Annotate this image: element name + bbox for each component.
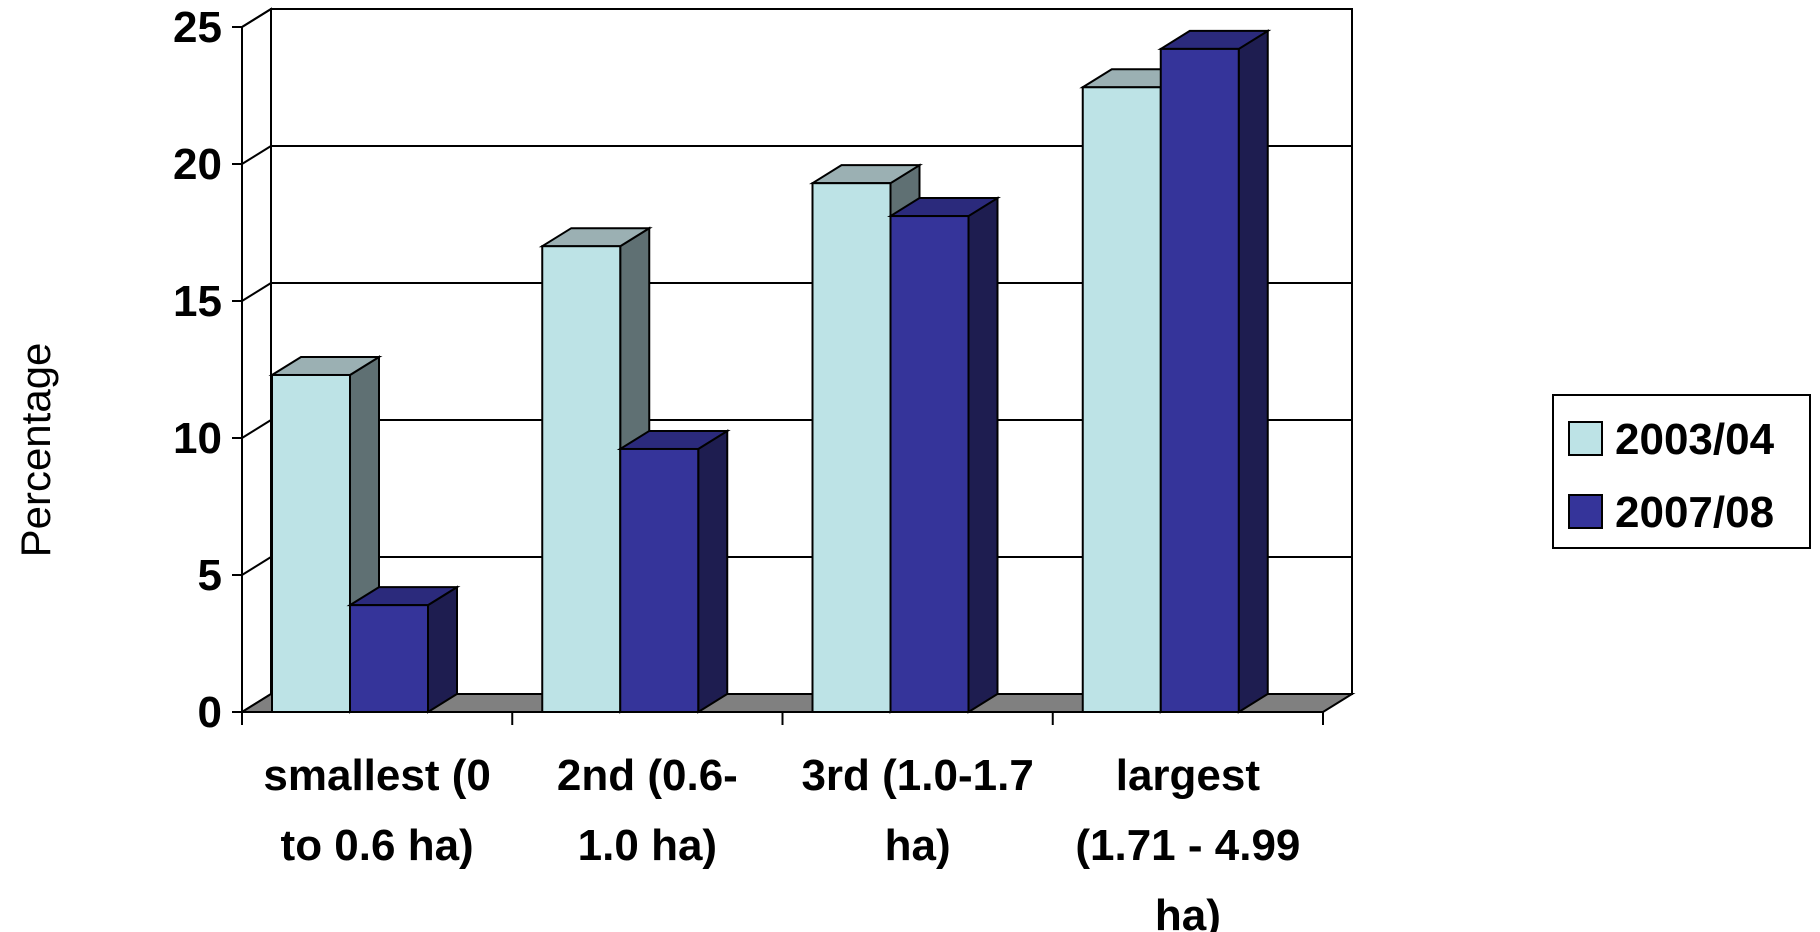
- gridline-side: [241, 145, 272, 165]
- y-tick-label: 0: [198, 688, 222, 737]
- bar-side: [697, 429, 729, 714]
- x-tick-label-line: ha): [1155, 891, 1221, 932]
- x-tick-label: smallest (0 to 0.6 ha): [263, 751, 490, 870]
- legend-label: 2007/08: [1615, 488, 1774, 537]
- x-tick-label-line: 2nd (0.6-: [557, 751, 738, 800]
- y-tick-label: 10: [173, 414, 222, 463]
- y-tick-label: 20: [173, 140, 222, 189]
- x-tick-label-line: to 0.6 ha): [281, 821, 474, 870]
- bar: [619, 447, 700, 713]
- y-tick-label: 5: [198, 551, 222, 600]
- x-tick-label: largest (1.71 - 4.99 ha): [1075, 751, 1300, 932]
- bar: [541, 245, 622, 713]
- x-tick-label: 2nd (0.6- 1.0 ha): [557, 751, 738, 870]
- x-tick-label-line: 1.0 ha): [578, 821, 717, 870]
- y-tick-label: 25: [173, 3, 222, 52]
- bar: [271, 373, 351, 713]
- x-tick-label-line: largest: [1116, 751, 1261, 800]
- bar-side: [967, 196, 999, 714]
- x-tick-label-line: smallest (0: [263, 751, 490, 800]
- bar-1-2: [886, 196, 1002, 714]
- y-axis-label: Percentage: [12, 343, 59, 558]
- x-tick-label-line: (1.71 - 4.99: [1075, 821, 1300, 870]
- legend: 2003/04 2007/08: [1552, 394, 1811, 549]
- x-tick-label-line: 3rd (1.0-1.7: [801, 751, 1033, 800]
- bar-1-3: [1157, 29, 1272, 714]
- bar: [811, 182, 892, 713]
- bar-1-1: [616, 429, 731, 714]
- gridline-side: [241, 419, 272, 439]
- chart-bars: [268, 29, 1272, 714]
- chart-axes: 0 5 10 15 20 25 smallest (0 to 0.6 ha) 2nd (0.6-…: [173, 3, 1324, 932]
- gridline-side: [241, 282, 272, 302]
- bar: [1081, 86, 1162, 713]
- bar-side: [1237, 29, 1269, 714]
- legend-swatch: [1568, 421, 1603, 456]
- bar: [889, 215, 970, 713]
- bar: [1159, 47, 1240, 714]
- bar-side: [427, 585, 458, 714]
- x-tick-label: 3rd (1.0-1.7 ha): [801, 751, 1033, 870]
- legend-label: 2003/04: [1615, 415, 1775, 464]
- gridline-side: [241, 8, 272, 28]
- bar-1-0: [346, 585, 461, 714]
- legend-swatch: [1568, 494, 1603, 529]
- x-tick-label-line: ha): [885, 821, 951, 870]
- side-wall: [241, 7, 272, 714]
- y-tick-label: 15: [173, 277, 222, 326]
- gridline-side: [241, 556, 272, 576]
- bar: [349, 604, 429, 714]
